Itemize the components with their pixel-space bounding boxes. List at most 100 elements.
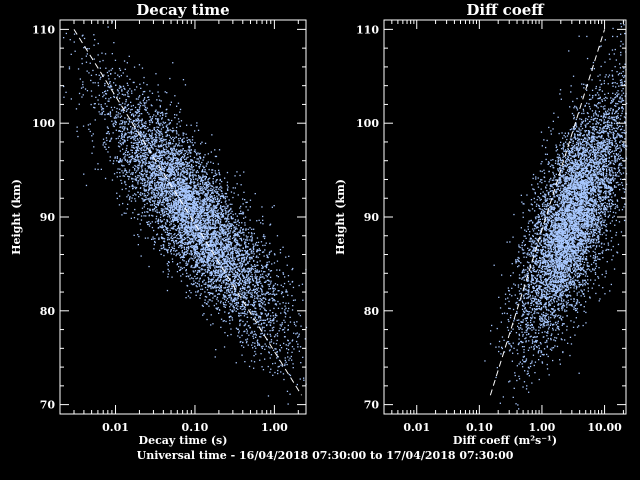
data-point	[251, 332, 253, 334]
data-point	[247, 250, 249, 252]
data-point	[242, 270, 244, 273]
data-point	[156, 233, 159, 235]
data-point	[164, 152, 166, 154]
data-point	[100, 168, 102, 170]
data-point	[144, 108, 146, 111]
data-point	[131, 136, 133, 138]
data-point	[202, 190, 204, 192]
data-point	[161, 190, 163, 192]
data-point	[156, 99, 158, 101]
data-point	[217, 222, 219, 224]
data-point	[153, 127, 155, 129]
data-point	[164, 214, 166, 217]
data-point	[211, 218, 213, 220]
data-point	[199, 183, 201, 185]
data-point	[147, 176, 149, 179]
data-point	[169, 136, 171, 138]
data-point	[185, 182, 187, 184]
data-point	[172, 261, 174, 263]
data-point	[141, 197, 143, 200]
data-point	[183, 246, 185, 248]
data-point	[215, 181, 217, 183]
data-point	[206, 202, 208, 204]
data-point	[149, 184, 151, 186]
data-point	[270, 270, 273, 272]
data-point	[128, 108, 130, 110]
data-point	[225, 296, 227, 298]
data-point	[241, 253, 243, 255]
data-point	[130, 217, 132, 219]
data-point	[165, 192, 168, 194]
data-point	[181, 200, 183, 202]
data-point	[235, 237, 237, 239]
data-point	[159, 106, 161, 108]
data-point	[196, 122, 198, 124]
data-point	[181, 182, 183, 184]
data-point	[177, 216, 179, 218]
data-point	[228, 218, 230, 220]
data-point	[184, 84, 187, 86]
data-point	[140, 192, 142, 194]
data-point	[191, 165, 193, 167]
data-point	[245, 292, 247, 294]
data-point	[206, 252, 208, 254]
data-point	[170, 204, 172, 206]
data-point	[221, 216, 224, 218]
data-point	[160, 165, 162, 167]
data-point	[135, 187, 137, 190]
data-point	[154, 183, 156, 185]
data-point	[209, 266, 212, 268]
data-point	[248, 273, 250, 275]
data-point	[229, 295, 231, 297]
data-point	[152, 166, 154, 168]
data-point	[227, 229, 229, 231]
data-point	[255, 336, 257, 338]
data-point	[140, 140, 143, 142]
data-point	[145, 196, 147, 198]
data-point	[250, 236, 252, 238]
data-point	[201, 275, 203, 277]
data-point	[185, 243, 187, 245]
data-point	[254, 265, 257, 267]
data-point	[217, 247, 219, 249]
data-point	[202, 211, 204, 213]
data-point	[102, 144, 104, 146]
data-point	[145, 146, 147, 148]
data-point	[147, 154, 149, 156]
data-point	[211, 169, 213, 171]
data-point	[200, 212, 202, 214]
data-point	[150, 168, 152, 170]
data-point	[136, 156, 139, 158]
data-point	[124, 154, 126, 156]
data-point	[234, 276, 236, 279]
data-point	[238, 244, 241, 246]
data-point	[178, 228, 181, 230]
data-point	[187, 149, 189, 151]
data-point	[262, 219, 264, 221]
data-point	[277, 366, 279, 368]
data-point	[200, 190, 202, 192]
data-point	[139, 193, 141, 195]
data-point	[121, 161, 123, 163]
data-point	[215, 286, 217, 288]
data-point	[181, 218, 183, 220]
data-point	[172, 183, 174, 185]
data-point	[146, 152, 148, 154]
data-point	[104, 90, 107, 92]
data-point	[176, 163, 178, 165]
data-point	[163, 193, 165, 195]
data-point	[215, 252, 217, 255]
data-point	[217, 241, 219, 244]
data-point	[228, 316, 231, 319]
data-point	[293, 348, 295, 350]
data-point	[124, 134, 126, 136]
data-point	[176, 162, 179, 164]
data-point	[259, 249, 261, 251]
data-point	[233, 259, 235, 262]
data-point	[90, 79, 92, 82]
data-point	[102, 110, 105, 113]
data-point	[121, 142, 123, 144]
data-point	[132, 194, 134, 196]
data-point	[272, 374, 274, 376]
data-point	[260, 222, 262, 224]
